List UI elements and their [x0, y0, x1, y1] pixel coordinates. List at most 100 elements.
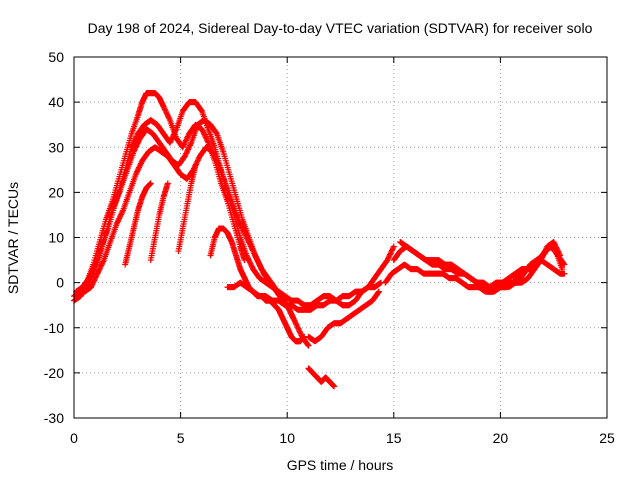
data-point: [385, 254, 392, 261]
data-point: [163, 110, 170, 117]
data-point: [237, 220, 244, 227]
data-point: [296, 328, 303, 335]
data-point: [559, 266, 566, 273]
data-point: [244, 236, 251, 243]
data-point: [214, 158, 221, 165]
data-point: [213, 129, 220, 136]
data-point: [136, 164, 143, 171]
data-point: [93, 271, 100, 278]
data-point: [248, 262, 255, 269]
data-point: [215, 160, 222, 167]
y-tick-label: 50: [48, 49, 64, 65]
data-point: [91, 262, 98, 269]
data-point: [183, 150, 190, 157]
data-points: [71, 90, 568, 390]
data-point: [170, 132, 177, 139]
data-point: [132, 171, 139, 178]
data-point: [137, 161, 144, 168]
data-point: [244, 255, 251, 262]
data-point: [135, 165, 142, 172]
data-point: [185, 145, 192, 152]
series-track-10: [305, 288, 382, 345]
data-point: [212, 155, 219, 162]
data-point: [200, 130, 207, 137]
data-point: [180, 142, 187, 149]
data-point: [183, 136, 190, 143]
data-point: [192, 162, 199, 169]
data-point: [100, 258, 107, 265]
data-point: [87, 272, 94, 279]
data-point: [214, 159, 221, 166]
x-tick-label: 25: [599, 430, 615, 446]
axis-ticks: 0 5 10 15 20 25 -30 -20 -10 0 10 20 30 40 50: [44, 49, 615, 446]
data-point: [210, 151, 217, 158]
data-point: [172, 128, 179, 135]
data-point: [168, 135, 175, 142]
data-point: [130, 148, 137, 155]
data-point: [164, 111, 171, 118]
data-point: [89, 281, 96, 288]
data-point: [116, 214, 123, 221]
data-point: [131, 146, 138, 153]
data-point: [114, 218, 121, 225]
data-point: [131, 147, 138, 154]
data-point: [294, 322, 301, 329]
y-tick-label: 30: [48, 139, 64, 155]
data-point: [550, 239, 557, 246]
data-point: [237, 221, 244, 228]
data-point: [134, 168, 141, 175]
data-point: [561, 270, 568, 277]
data-point: [88, 282, 95, 289]
data-point: [243, 252, 250, 259]
data-point: [249, 246, 256, 253]
data-point: [136, 163, 143, 170]
data-point: [202, 132, 209, 139]
data-point: [387, 250, 394, 257]
data-point: [133, 169, 140, 176]
data-point: [160, 103, 167, 110]
data-point: [304, 341, 311, 348]
data-point: [246, 239, 253, 246]
data-point: [305, 342, 312, 349]
data-point: [168, 137, 175, 144]
data-point: [90, 265, 97, 272]
data-point: [244, 253, 251, 260]
data-point: [134, 167, 141, 174]
data-point: [171, 130, 178, 137]
data-point: [186, 143, 193, 150]
y-tick-label: 0: [56, 275, 64, 291]
data-point: [184, 134, 191, 141]
data-point: [90, 278, 97, 285]
data-point: [88, 269, 95, 276]
data-point: [166, 115, 173, 122]
data-point: [135, 139, 142, 146]
data-point: [92, 274, 99, 281]
data-point: [85, 275, 92, 282]
data-point: [194, 158, 201, 165]
data-point: [182, 151, 189, 158]
data-point: [240, 227, 247, 234]
data-point: [88, 284, 95, 291]
data-point: [235, 217, 242, 224]
data-point: [258, 266, 265, 273]
data-point: [375, 288, 382, 295]
data-point: [211, 152, 218, 159]
data-point: [162, 107, 169, 114]
data-point: [287, 309, 294, 316]
data-point: [91, 277, 98, 284]
data-point: [255, 259, 262, 266]
data-point: [297, 331, 304, 338]
data-point: [256, 262, 263, 269]
data-point: [201, 131, 208, 138]
data-point: [209, 148, 216, 155]
data-point: [210, 150, 217, 157]
data-point: [164, 180, 171, 187]
series-track-9: [224, 279, 385, 313]
data-point: [386, 253, 393, 260]
series-track-8: [207, 225, 308, 345]
data-point: [212, 154, 219, 161]
data-point: [186, 142, 193, 149]
y-axis-label: SDTVAR / TECUs: [5, 182, 21, 294]
